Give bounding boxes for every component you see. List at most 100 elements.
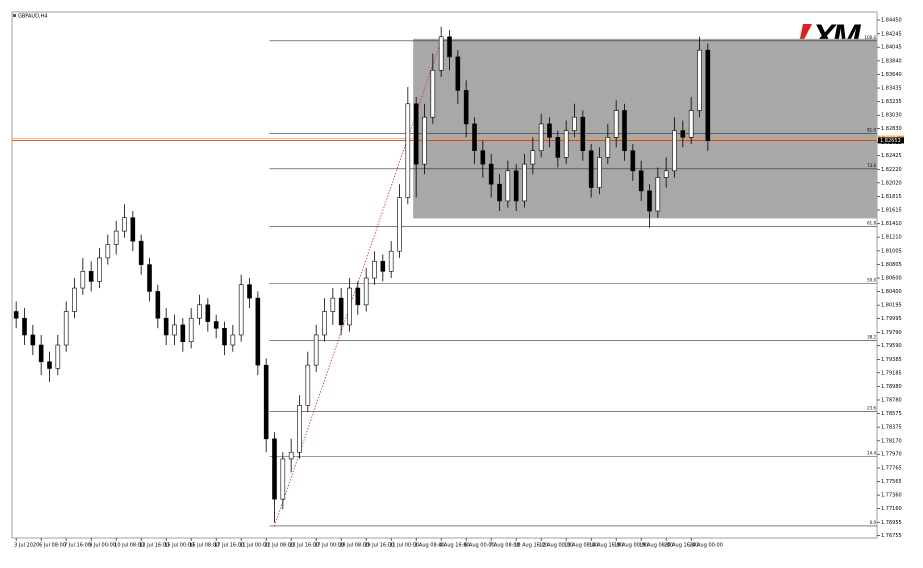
x-tick-label: 6 Aug 00:00 xyxy=(464,543,495,549)
candle-body xyxy=(113,230,119,245)
candle-body xyxy=(613,110,619,138)
x-tick-label: 6 Jul 08:00 xyxy=(39,543,66,549)
candle-body xyxy=(547,123,552,138)
fib-label: 14.4 xyxy=(867,450,876,455)
fib-label: 73.6 xyxy=(867,163,876,168)
x-tick-label: 10 Jul 08:00 xyxy=(114,543,144,549)
candle-body xyxy=(355,287,361,306)
candle-body xyxy=(280,458,286,500)
x-tick-label: 14 Aug 16:00 xyxy=(589,543,623,549)
candle-body xyxy=(88,271,94,282)
y-tick-label: 1.78980 xyxy=(881,384,902,390)
candle-body xyxy=(588,150,594,188)
candle-body xyxy=(30,334,36,346)
candle-body xyxy=(238,284,244,336)
x-tick-label: 7 Jul 16:00 xyxy=(64,543,91,549)
candle-body xyxy=(122,217,127,232)
bid-line-tag xyxy=(878,137,904,144)
fib-label: 81.0 xyxy=(867,127,876,132)
x-tick-label: 21 Jul 00:00 xyxy=(239,543,269,549)
chart-title: GBPAUD,H4 xyxy=(18,14,47,20)
candle-body xyxy=(630,150,636,172)
y-tick-label: 1.79790 xyxy=(881,330,902,336)
y-tick-label: 1.83640 xyxy=(881,72,902,78)
y-tick-label: 1.82020 xyxy=(881,180,902,186)
symbol-icon xyxy=(13,14,16,17)
x-tick-label: 22 Jul 08:00 xyxy=(264,543,294,549)
candle-body xyxy=(272,438,277,500)
candle-body xyxy=(522,163,527,202)
fib-label: 50.0 xyxy=(867,277,876,282)
y-tick-label: 1.80195 xyxy=(881,303,902,309)
candle-body xyxy=(72,287,77,312)
x-tick-label: 31 Jul 00:00 xyxy=(389,543,419,549)
candle-body xyxy=(463,90,469,125)
x-tick-label: 9 Jul 00:00 xyxy=(89,543,116,549)
candle-body xyxy=(647,190,652,212)
candle-body xyxy=(455,56,461,91)
candle-body xyxy=(338,297,344,326)
x-tick-label: 3 Jul 2020 xyxy=(14,543,39,549)
candle-body xyxy=(255,297,261,366)
y-tick-label: 1.79185 xyxy=(881,370,902,376)
candle-body xyxy=(397,197,402,252)
y-tick-label: 1.77765 xyxy=(881,465,902,471)
x-tick-label: 18 Aug 00:00 xyxy=(614,543,648,549)
candle-body xyxy=(230,334,236,346)
bid-line-label: 1.82653 xyxy=(880,138,901,144)
candle-body xyxy=(322,311,327,336)
candle-body xyxy=(438,36,444,71)
y-tick-label: 1.84045 xyxy=(881,45,902,51)
candle-body xyxy=(638,170,644,192)
y-tick-label: 1.82425 xyxy=(881,153,902,159)
y-tick-label: 1.81210 xyxy=(881,235,902,241)
candle-body xyxy=(188,317,194,342)
candle-body xyxy=(488,163,494,185)
x-tick-label: 17 Jul 16:00 xyxy=(214,543,244,549)
y-tick-label: 1.81005 xyxy=(881,248,902,254)
y-tick-label: 1.77360 xyxy=(881,493,902,499)
y-tick-label: 1.79590 xyxy=(881,343,902,349)
x-tick-label: 16 Jul 08:00 xyxy=(189,543,219,549)
plot-frame xyxy=(11,11,878,539)
y-tick-label: 1.77160 xyxy=(881,506,902,512)
candle-body xyxy=(705,49,711,141)
y-tick-label: 1.82830 xyxy=(881,126,902,132)
candle-body xyxy=(497,183,502,202)
candle-body xyxy=(680,130,686,138)
x-tick-label: 15 Jul 00:00 xyxy=(164,543,194,549)
candle-body xyxy=(263,364,269,440)
fib-label: 23.6 xyxy=(867,405,876,410)
candle-body xyxy=(55,344,61,369)
candle-body xyxy=(180,324,186,342)
candle-body xyxy=(663,170,669,178)
y-tick-label: 1.81815 xyxy=(881,194,902,200)
candle-body xyxy=(472,123,477,152)
y-tick-label: 1.84450 xyxy=(881,18,902,24)
y-tick-label: 1.82220 xyxy=(881,167,902,173)
candle-body xyxy=(563,130,569,158)
candle-body xyxy=(422,116,427,165)
candle-body xyxy=(38,344,44,363)
x-tick-label: 12 Aug 00:00 xyxy=(539,543,573,549)
y-tick-label: 1.81410 xyxy=(881,221,902,227)
y-tick-label: 1.83840 xyxy=(881,58,902,64)
candle-body xyxy=(505,170,511,202)
candle-body xyxy=(597,157,602,188)
x-tick-label: 4 Aug 16:00 xyxy=(439,543,470,549)
y-tick-label: 1.78170 xyxy=(881,438,902,444)
candle-body xyxy=(447,36,452,58)
candle-body xyxy=(313,334,319,366)
candle-body xyxy=(688,110,694,138)
candle-body xyxy=(605,137,611,158)
candle-body xyxy=(247,284,252,299)
candle-body xyxy=(80,271,86,289)
y-tick-label: 1.78780 xyxy=(881,397,902,403)
candle-body xyxy=(672,130,677,172)
fib-label: 61.8 xyxy=(867,220,876,225)
candle-body xyxy=(297,405,302,453)
candle-body xyxy=(655,177,661,212)
x-tick-label: 20 Aug 16:00 xyxy=(664,543,698,549)
y-tick-label: 1.81615 xyxy=(881,208,902,214)
